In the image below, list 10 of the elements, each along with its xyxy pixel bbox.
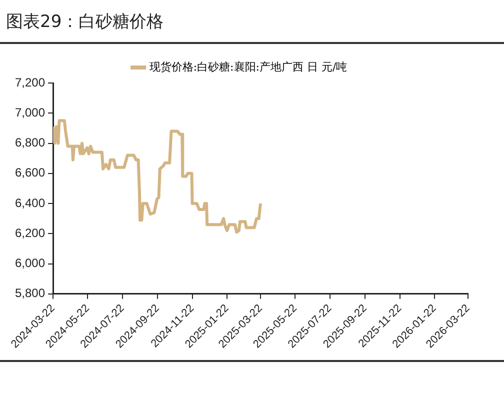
y-tick-label: 7,200 xyxy=(15,75,46,90)
y-tick-label: 5,800 xyxy=(15,286,46,300)
y-tick-label: 6,200 xyxy=(15,226,46,240)
chart-title: 图表29：白砂糖价格 xyxy=(6,10,164,32)
y-tick-label: 6,600 xyxy=(15,166,46,180)
y-tick-label: 6,800 xyxy=(15,136,46,150)
y-tick-label: 6,000 xyxy=(15,256,46,270)
y-tick-label: 7,000 xyxy=(15,105,46,120)
y-tick-label: 6,400 xyxy=(15,196,46,210)
legend-label: 现货价格:白砂糖:襄阳:产地广西 日 元/吨 xyxy=(149,60,348,74)
